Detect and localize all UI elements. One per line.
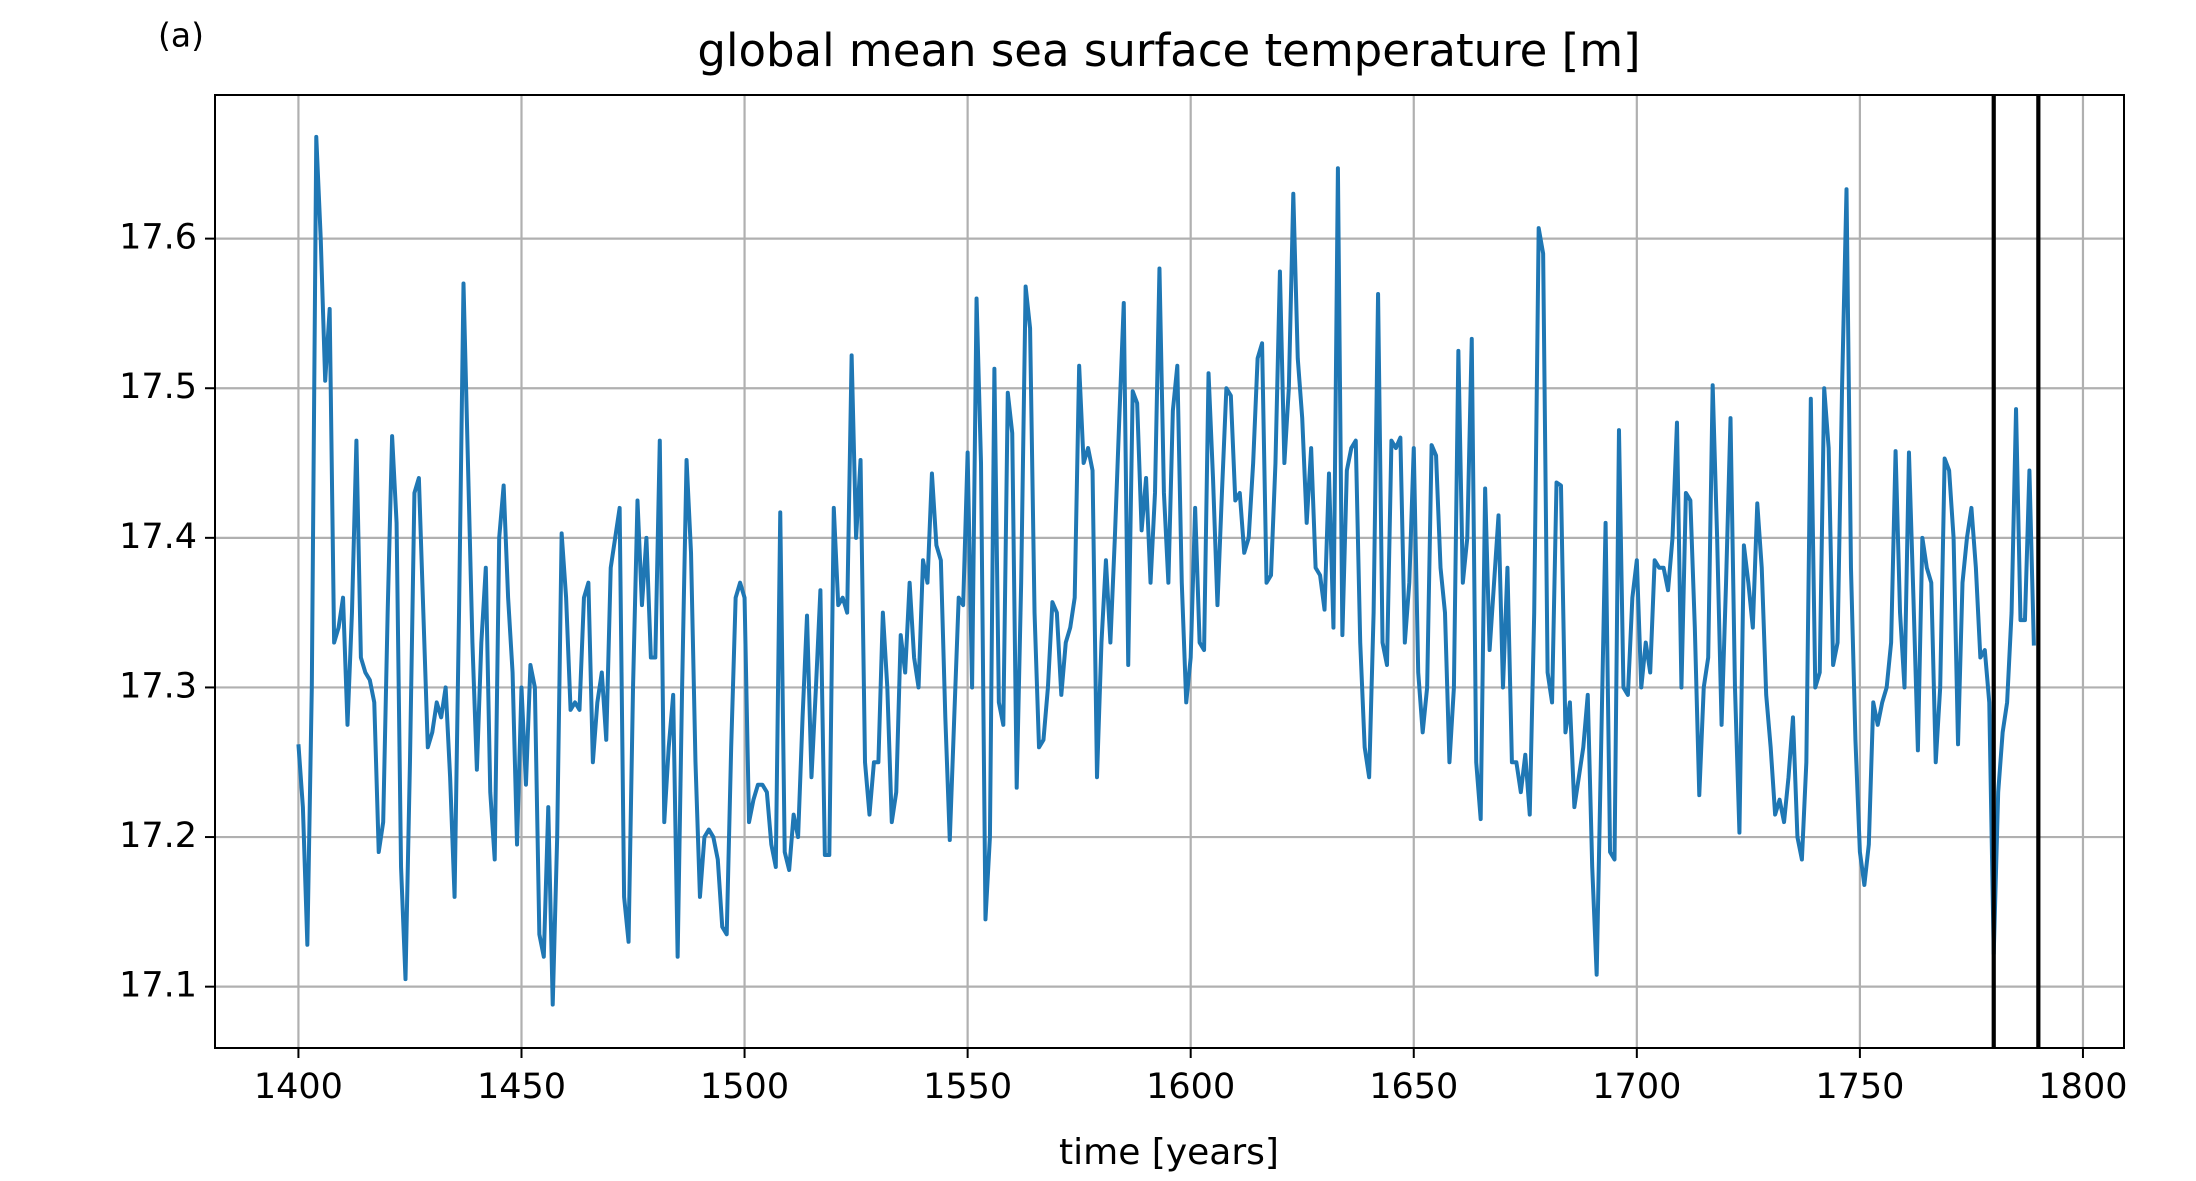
y-tick-label: 17.4 — [119, 517, 197, 557]
x-axis-label: time [years] — [1059, 1132, 1279, 1173]
x-tick-label: 1500 — [700, 1067, 789, 1107]
y-tick-label: 17.6 — [119, 218, 197, 258]
x-tick-label: 1800 — [2038, 1067, 2127, 1107]
plot-frame — [214, 94, 2125, 1049]
x-tick-label: 1650 — [1369, 1067, 1458, 1107]
x-tick-label: 1450 — [477, 1067, 566, 1107]
data-line — [296, 134, 2036, 1007]
y-tick-label: 17.2 — [119, 816, 197, 856]
chart-title: global mean sea surface temperature [m] — [697, 24, 1640, 77]
panel-label: (a) — [158, 16, 204, 55]
x-tick-label: 1700 — [1592, 1067, 1681, 1107]
y-tick-label: 17.5 — [119, 367, 197, 407]
x-tick-label: 1400 — [254, 1067, 343, 1107]
x-tick-label: 1550 — [923, 1067, 1012, 1107]
x-tick-label: 1750 — [1815, 1067, 1904, 1107]
y-tick-label: 17.1 — [119, 966, 197, 1006]
y-tick-label: 17.3 — [119, 666, 197, 706]
x-tick-label: 1600 — [1146, 1067, 1235, 1107]
